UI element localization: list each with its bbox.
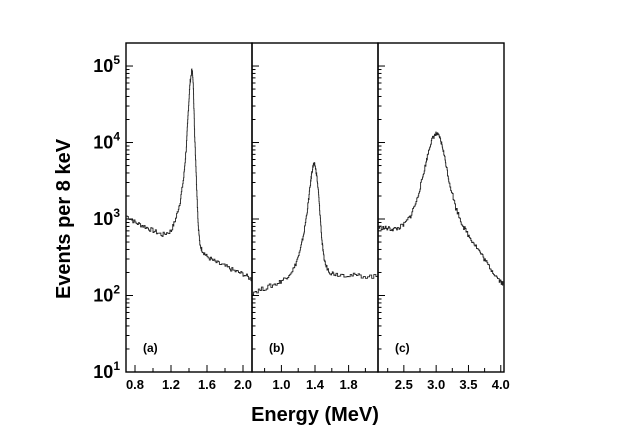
- series-line-(c): [378, 131, 505, 286]
- x-tick-label: 1.0: [272, 377, 290, 392]
- y-tick-label: 105: [93, 53, 120, 76]
- series-line-(b): [252, 162, 379, 296]
- panel-label: (b): [269, 341, 284, 355]
- y-tick-label: 101: [93, 359, 120, 382]
- x-tick-label: 2.0: [234, 377, 252, 392]
- y-tick-exponent: 4: [113, 130, 120, 144]
- y-tick-exponent: 3: [113, 206, 120, 220]
- y-tick-exponent: 1: [113, 359, 120, 373]
- y-tick-label: 103: [93, 206, 120, 229]
- y-tick-label: 102: [93, 283, 120, 306]
- x-tick-label: 1.4: [306, 377, 325, 392]
- y-tick-exponent: 5: [113, 53, 120, 67]
- panel-1: 1.0 1.4 1.8 (b): [251, 42, 379, 392]
- x-axis-label: Energy (MeV): [251, 404, 379, 426]
- y-tick-base: 10: [93, 133, 113, 153]
- y-tick-exponent: 2: [113, 283, 120, 297]
- panels-layer: 0.8 1.2 1.6 2.0 (a) 1.0 1.4 1.8 (b) 2.5 3.0 3.5 4.0 (…: [125, 42, 510, 392]
- y-tick-base: 10: [93, 286, 113, 306]
- panel-label: (c): [395, 341, 410, 355]
- x-tick-label: 2.5: [395, 377, 413, 392]
- y-tick-base: 10: [93, 362, 113, 382]
- x-tick-label: 3.5: [459, 377, 477, 392]
- x-tick-label: 1.2: [162, 377, 180, 392]
- y-tick-base: 10: [93, 56, 113, 76]
- x-tick-label: 4.0: [492, 377, 510, 392]
- x-tick-label: 1.8: [340, 377, 358, 392]
- panel-frame: [251, 42, 379, 373]
- panel-2: 2.5 3.0 3.5 4.0 (c): [377, 42, 510, 392]
- series-line-(a): [126, 68, 253, 282]
- panel-label: (a): [143, 341, 158, 355]
- panel-frame: [377, 42, 505, 373]
- y-axis-label: Events per 8 keV: [53, 138, 75, 299]
- x-tick-label: 1.6: [198, 377, 216, 392]
- x-tick-label: 0.8: [126, 377, 144, 392]
- y-tick-base: 10: [93, 209, 113, 229]
- panel-0: 0.8 1.2 1.6 2.0 (a): [125, 42, 253, 392]
- y-tick-label: 104: [93, 130, 120, 153]
- x-tick-label: 3.0: [427, 377, 445, 392]
